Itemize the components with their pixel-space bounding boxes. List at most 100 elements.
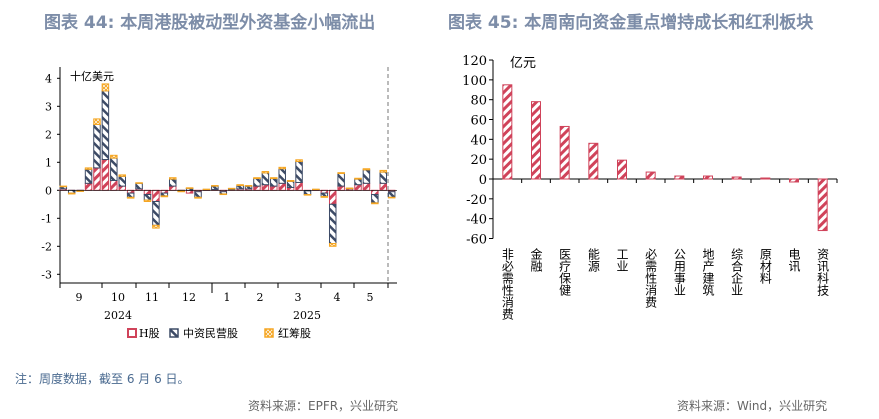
y-tick-label: -2 [41,240,52,253]
bar-private [295,160,303,183]
bar-redchip [185,187,194,189]
y-tick-label: -40 [466,213,487,228]
legend-swatch-h [127,328,137,338]
y-tick-label: 80 [470,94,487,109]
bar-redchip [303,194,312,196]
y-tick-label: -20 [466,193,487,208]
bar-h [278,182,286,191]
bar-private [303,190,312,196]
bar-9 [760,177,771,180]
bar-private [118,175,126,187]
bar-redchip [270,177,278,180]
bar-private [110,157,118,182]
bar-redchip [261,171,270,174]
bar-4 [617,159,627,180]
bar-private [379,171,388,184]
bar-h [93,167,101,191]
bar-h [362,182,371,191]
bar-redchip [169,177,177,180]
month-label: 9 [76,291,83,304]
bar-redchip [67,192,76,195]
bar-3 [588,142,599,180]
bar-11 [817,178,828,232]
y-tick-label: 20 [470,153,487,168]
bar-private [387,191,396,198]
bar-private [84,168,93,184]
bar-redchip [362,168,371,171]
left-source: 资料来源：EPFR，兴业研究 [248,399,399,413]
bar-private [354,178,362,186]
legend-swatch-private [169,328,179,338]
month-label: 1 [224,291,231,304]
bar-h [169,185,177,191]
legend-swatch-redchip [264,328,274,338]
bar-redchip [320,195,329,198]
category-label: 公用事业 [672,248,686,296]
bar-redchip [337,172,345,175]
bar-redchip [93,118,101,126]
y-tick-label: 120 [462,54,487,69]
left-unit-label: 十亿美元 [70,69,114,83]
bar-redchip [126,196,135,199]
bar-redchip [354,177,362,180]
bar-redchip [219,193,228,196]
bar-8 [731,176,742,180]
bar-h [371,189,379,196]
y-tick-label: 1 [45,156,52,169]
bar-h [118,185,126,191]
bar-redchip [328,243,337,247]
bar-redchip [59,185,68,188]
legend-label-private: 中资民营股 [183,326,238,340]
bar-private [135,182,143,190]
bar-h [354,184,362,191]
month-label: 10 [111,291,125,304]
bar-private [93,124,101,169]
legend-label-h: H股 [139,327,160,340]
bar-redchip [286,180,295,182]
bar-redchip [194,196,202,199]
left-chart-title: 图表 44: 本周港股被动型外资基金小幅流出 [44,13,376,33]
y-tick-label: 2 [45,128,52,141]
bar-private [101,90,110,160]
bar-redchip [202,188,211,191]
bar-redchip [236,184,244,187]
bar-h [152,189,160,203]
bar-redchip [387,196,396,199]
bar-private [143,194,152,201]
y-tick-label: -3 [41,268,52,281]
right-chart-title: 图表 45: 本周南向资金重点增持成长和红利板块 [448,13,814,33]
y-tick-label: -60 [466,232,487,247]
category-label: 原材料 [758,248,772,284]
bar-7 [703,175,713,180]
bar-redchip [211,185,219,187]
month-label: 11 [145,291,159,304]
bar-private [236,185,244,190]
bar-private [371,194,379,204]
bar-redchip [160,195,169,198]
y-tick-label: 40 [470,133,487,148]
bar-private [337,173,345,187]
month-label: 5 [367,291,374,304]
bar-h [253,185,261,191]
category-label: 综合企业 [730,248,744,296]
bar-h [261,184,270,191]
category-label: 非必需性消费 [500,248,514,320]
bar-redchip [244,185,253,187]
bar-redchip [101,83,110,92]
category-label: 资讯科技 [816,248,830,296]
month-label: 2 [257,291,264,304]
bar-private [169,178,177,187]
bar-0 [502,84,513,180]
bar-redchip [143,199,152,203]
legend-label-redchip: 红筹股 [278,326,311,340]
bar-5 [645,171,656,180]
bar-redchip [118,174,126,177]
category-label: 地产建筑 [701,248,715,296]
footnote: 注：周度数据，截至 6 月 6 日。 [15,372,190,386]
bar-h [143,189,152,196]
bar-redchip [345,187,354,190]
bar-private [328,203,337,245]
bar-redchip [227,187,236,190]
bar-h [101,159,110,191]
